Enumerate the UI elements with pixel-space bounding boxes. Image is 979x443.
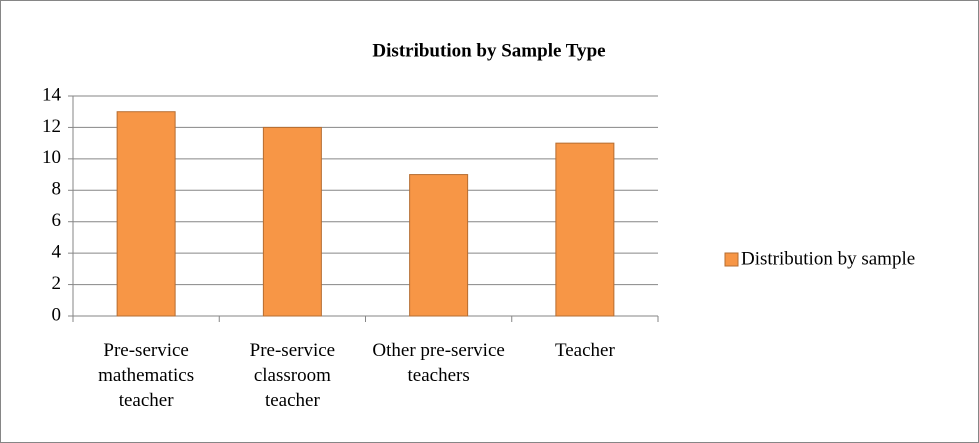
x-tick-label: Other pre-service teachers: [372, 340, 504, 386]
bar: [262, 126, 322, 317]
bar: [555, 142, 615, 317]
x-tick-label-line: Pre-service: [103, 340, 188, 361]
y-tick-label: 4: [52, 242, 62, 263]
y-tick-label: 14: [42, 84, 62, 105]
y-tick-label: 6: [52, 210, 62, 231]
bar: [116, 111, 176, 317]
x-tick-label-line: mathematics: [98, 365, 194, 386]
legend-swatch: [724, 252, 739, 267]
x-tick-label-line: teacher: [119, 390, 175, 411]
x-tick-label: Pre-service mathematics teacher: [98, 340, 194, 411]
y-tick-label: 12: [42, 116, 61, 137]
x-tick-label-line: Teacher: [555, 340, 616, 361]
y-tick-label: 0: [52, 304, 62, 325]
x-tick-label-line: classroom: [254, 365, 331, 386]
x-tick-label-line: teacher: [265, 390, 321, 411]
x-tick-label-line: Pre-service: [250, 340, 335, 361]
y-tick-label: 2: [52, 273, 62, 294]
bar: [409, 174, 469, 317]
y-tick-label: 8: [52, 179, 62, 200]
legend-label: Distribution by sample: [741, 248, 915, 269]
x-tick-label-line: Other pre-service: [372, 340, 504, 361]
x-tick-label-line: teachers: [408, 365, 470, 386]
y-tick-label: 10: [42, 147, 61, 168]
x-tick-label: Pre-service classroom teacher: [250, 340, 335, 411]
chart-title: Distribution by Sample Type: [372, 40, 605, 61]
x-tick-label: Teacher: [555, 340, 616, 361]
